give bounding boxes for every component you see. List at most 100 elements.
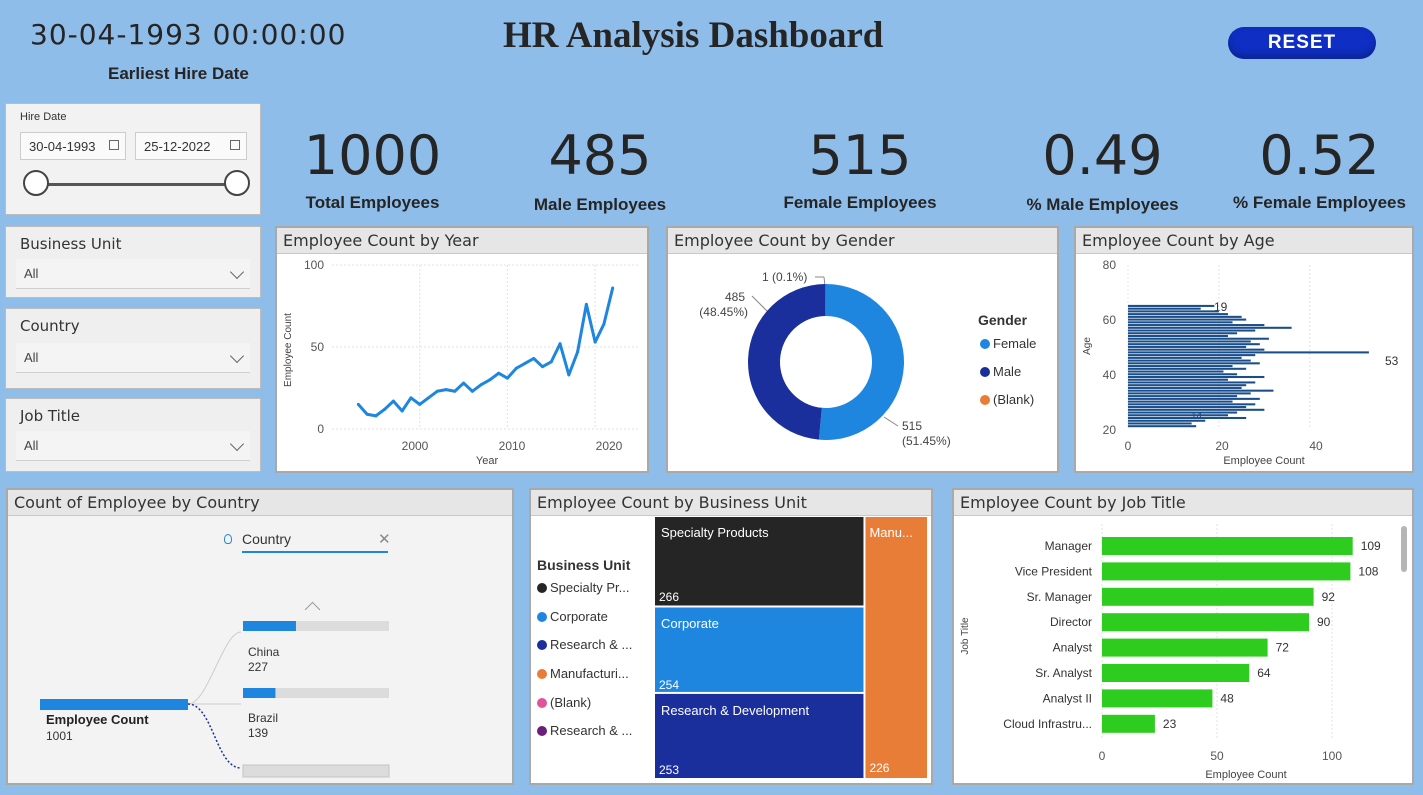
chart-title: Employee Count by Year bbox=[277, 228, 647, 254]
employee-by-job-title-chart[interactable]: Employee Count by Job Title Job Title Em… bbox=[952, 488, 1414, 785]
legend-swatch bbox=[537, 698, 547, 708]
donut-slice-female bbox=[818, 284, 904, 440]
job-title-bar bbox=[1102, 613, 1309, 632]
hire-date-end-handle[interactable] bbox=[224, 170, 250, 196]
legend-swatch bbox=[980, 395, 990, 405]
business-unit-dropdown[interactable]: All bbox=[16, 259, 250, 289]
vertical-scrollbar[interactable] bbox=[1401, 526, 1407, 572]
x-tick-label: 100 bbox=[1322, 749, 1342, 763]
treemap-tile bbox=[865, 517, 927, 778]
hire-end-date-input[interactable]: 25-12-2022 bbox=[135, 132, 247, 160]
tree-node-placeholder[interactable] bbox=[242, 764, 390, 778]
data-point bbox=[558, 342, 562, 346]
legend-label: (Blank) bbox=[550, 695, 592, 710]
country-field-chip[interactable]: Country bbox=[242, 531, 388, 553]
age-bar bbox=[1128, 310, 1219, 313]
bar-data-label: 53 bbox=[1385, 354, 1399, 368]
age-bar bbox=[1128, 313, 1228, 316]
job-title-dropdown[interactable]: All bbox=[16, 431, 250, 461]
male-slice-pct: (48.45%) bbox=[699, 305, 748, 319]
category-label: Sr. Manager bbox=[1027, 590, 1092, 604]
country-dropdown[interactable]: All bbox=[16, 343, 250, 373]
legend-item[interactable]: (Blank) bbox=[537, 695, 591, 710]
age-bar bbox=[1128, 416, 1247, 420]
calendar-icon[interactable] bbox=[109, 140, 119, 150]
calendar-icon[interactable] bbox=[230, 140, 240, 150]
age-bar bbox=[1128, 340, 1251, 343]
age-bar bbox=[1128, 397, 1260, 400]
employee-by-country-chart[interactable]: Count of Employee by Country Country ✕ E… bbox=[6, 488, 514, 785]
kpi-female-pct-label: % Female Employees bbox=[1233, 193, 1406, 212]
legend-item-blank[interactable]: (Blank) bbox=[980, 392, 1034, 407]
legend-item[interactable]: Corporate bbox=[537, 609, 608, 624]
legend-item[interactable]: Research & ... bbox=[537, 637, 632, 652]
bar-data-label: 48 bbox=[1220, 691, 1234, 705]
tree-node-track bbox=[243, 688, 389, 698]
treemap-tile-label: Corporate bbox=[661, 616, 719, 631]
data-point bbox=[593, 340, 597, 344]
legend-item[interactable]: Manufacturi... bbox=[537, 666, 629, 681]
legend-item-female[interactable]: Female bbox=[980, 336, 1036, 351]
y-axis-title: Age bbox=[1082, 337, 1093, 355]
x-tick-label: 2020 bbox=[596, 439, 623, 453]
data-point bbox=[453, 389, 457, 393]
business-unit-slicer: Business Unit All bbox=[5, 226, 261, 298]
data-point bbox=[497, 371, 501, 375]
data-point bbox=[470, 389, 474, 393]
legend-item[interactable]: Research & ... bbox=[537, 723, 632, 738]
hire-end-date-value: 25-12-2022 bbox=[144, 139, 211, 154]
country-label: Country bbox=[20, 317, 80, 335]
data-point bbox=[426, 396, 430, 400]
decomposition-tree: Employee Count 1001 China 227 Brazil 139 bbox=[40, 621, 390, 778]
hire-start-date-input[interactable]: 30-04-1993 bbox=[20, 132, 126, 160]
chart-title: Employee Count by Age bbox=[1076, 228, 1412, 254]
y-tick-label: 20 bbox=[1103, 423, 1117, 437]
data-point bbox=[505, 376, 509, 380]
donut-slice-male bbox=[747, 284, 826, 440]
data-point bbox=[365, 412, 369, 416]
close-icon[interactable]: ✕ bbox=[378, 531, 391, 548]
x-axis-title: Employee Count bbox=[1205, 769, 1286, 781]
age-bar bbox=[1128, 356, 1242, 359]
tree-node-label: China bbox=[248, 645, 280, 659]
age-bar bbox=[1128, 403, 1256, 406]
job-title-bar bbox=[1102, 689, 1213, 708]
hire-date-range-track[interactable] bbox=[38, 183, 238, 186]
kpi-total-employees-label: Total Employees bbox=[305, 193, 440, 212]
age-bar bbox=[1128, 334, 1228, 338]
chevron-down-icon bbox=[229, 264, 245, 280]
employee-count-by-year-chart[interactable]: Employee Count by Year Employee Count Ye… bbox=[275, 226, 649, 473]
employee-count-by-gender-chart[interactable]: Employee Count by Gender 1 (0.1%) 485 (4… bbox=[666, 226, 1059, 473]
x-tick-label: 0 bbox=[1099, 749, 1106, 763]
hire-start-date-value: 30-04-1993 bbox=[29, 139, 96, 154]
treemap-tile bbox=[655, 693, 864, 778]
legend-label: Male bbox=[993, 364, 1022, 379]
earliest-hire-date-value: 30-04-1993 00:00:00 bbox=[30, 18, 347, 51]
kpi-male-employees-label: Male Employees bbox=[533, 195, 667, 214]
lightbulb-icon[interactable] bbox=[224, 534, 232, 544]
reset-button[interactable]: RESET bbox=[1228, 27, 1376, 59]
legend-item-male[interactable]: Male bbox=[980, 364, 1021, 379]
hire-date-start-handle[interactable] bbox=[23, 170, 49, 196]
job-title-bar bbox=[1102, 587, 1314, 606]
age-bar bbox=[1128, 422, 1192, 425]
chart-title: Employee Count by Gender bbox=[668, 228, 1057, 254]
data-point bbox=[383, 407, 387, 411]
age-bar bbox=[1128, 406, 1247, 409]
employee-count-by-age-chart[interactable]: Employee Count by Age Age Employee Count… bbox=[1074, 226, 1414, 473]
legend-title: Business Unit bbox=[537, 557, 631, 573]
business-unit-label: Business Unit bbox=[20, 235, 122, 253]
legend-item[interactable]: Specialty Pr... bbox=[537, 580, 629, 595]
data-point bbox=[488, 378, 492, 382]
employee-by-business-unit-chart[interactable]: Employee Count by Business Unit Business… bbox=[529, 488, 933, 785]
job-title-value: All bbox=[24, 438, 39, 453]
legend-swatch bbox=[537, 640, 547, 650]
chevron-down-icon bbox=[229, 348, 245, 364]
country-value: All bbox=[24, 350, 39, 365]
data-point bbox=[479, 383, 483, 387]
data-point bbox=[523, 361, 527, 365]
age-bar bbox=[1128, 332, 1238, 335]
data-point bbox=[409, 396, 413, 400]
age-bar bbox=[1128, 386, 1242, 389]
kpi-total-employees-value: 1000 bbox=[303, 124, 442, 187]
